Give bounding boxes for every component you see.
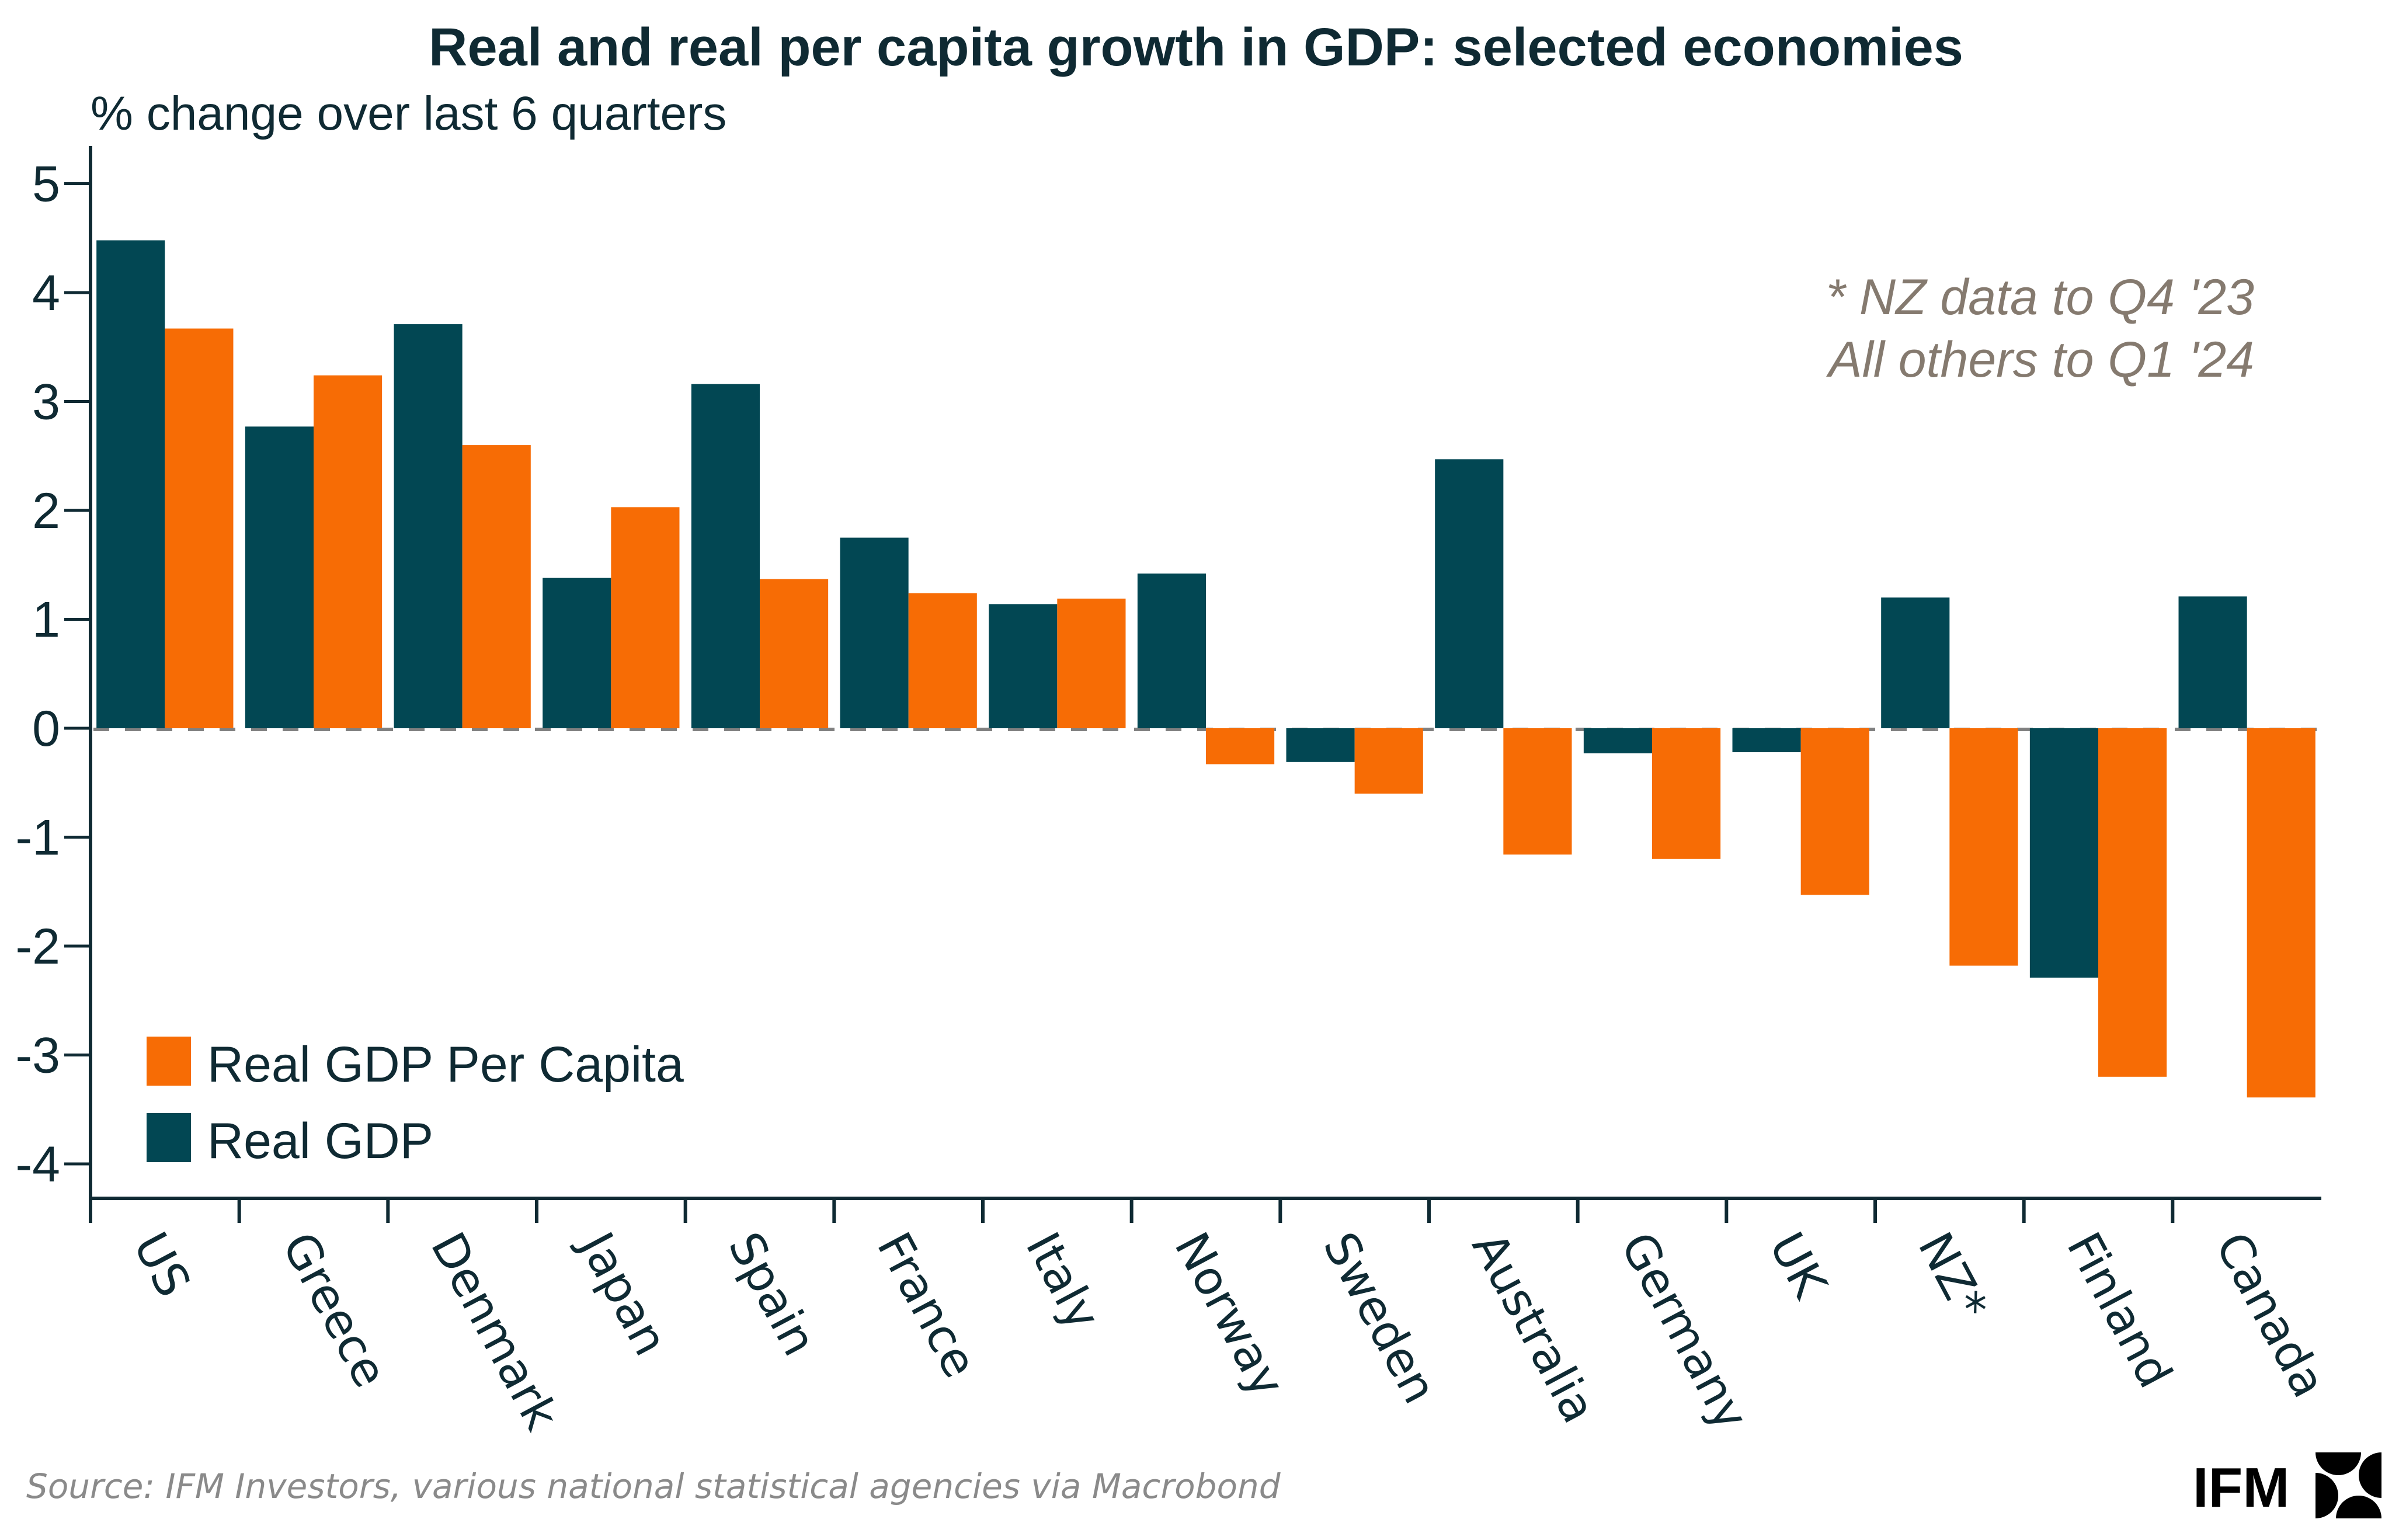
x-tick-label: US (123, 1223, 201, 1305)
y-tick-label: 3 (32, 374, 60, 430)
x-tick-label: Greece (272, 1223, 398, 1396)
bar-real-gdp-canada (2178, 596, 2247, 728)
ifm-logo: IFM (2193, 1452, 2381, 1519)
axes (89, 146, 2321, 1223)
x-tick-label: Norway (1164, 1223, 1295, 1406)
x-tick-label: UK (1759, 1223, 1838, 1308)
bar-real-gdp-germany (1583, 728, 1652, 753)
bars (96, 240, 2315, 1098)
y-tick-label: 5 (32, 157, 60, 213)
x-tick-label: Finland (2056, 1223, 2182, 1396)
y-tick-label: 4 (32, 265, 60, 321)
x-tick-label: Spain (718, 1223, 827, 1364)
bar-real-gdp-per-capita-france (908, 593, 977, 728)
bar-real-gdp-italy (989, 604, 1058, 728)
legend-label-real-gdp: Real GDP (207, 1113, 433, 1169)
bar-real-gdp-per-capita-canada (2247, 728, 2315, 1098)
y-tick-label: -4 (16, 1136, 60, 1193)
y-tick-label: 1 (32, 592, 60, 648)
bar-real-gdp-per-capita-spain (760, 579, 829, 728)
x-tick-label: Denmark (420, 1223, 569, 1439)
bar-real-gdp-norway (1137, 573, 1206, 728)
y-axis: 5 4 3 2 1 0 -1 -2 -3 -4 (16, 157, 91, 1193)
x-tick-label: France (867, 1223, 988, 1386)
x-tick-label: Germany (1610, 1223, 1759, 1438)
bar-real-gdp-sweden (1286, 728, 1355, 762)
bar-real-gdp-per-capita-uk (1800, 728, 1869, 895)
bar-real-gdp-denmark (394, 324, 463, 728)
bar-real-gdp-per-capita-greece (314, 375, 383, 728)
bar-real-gdp-per-capita-japan (611, 507, 680, 728)
legend-swatch-real-gdp (147, 1113, 191, 1162)
bar-real-gdp-per-capita-denmark (462, 445, 531, 728)
legend-swatch-per-capita (147, 1037, 191, 1086)
bar-real-gdp-per-capita-us (165, 328, 234, 728)
x-tick-label: Italy (1016, 1223, 1111, 1339)
x-tick-label: Australia (1462, 1223, 1607, 1431)
y-tick-label: -2 (16, 919, 60, 975)
logo-text: IFM (2193, 1456, 2289, 1519)
bar-real-gdp-finland (2029, 728, 2098, 978)
y-tick-label: 2 (32, 483, 60, 539)
y-tick-label: 0 (32, 701, 60, 757)
bar-real-gdp-per-capita-sweden (1354, 728, 1423, 794)
bar-real-gdp-nz (1881, 597, 1950, 728)
bar-real-gdp-per-capita-nz (1949, 728, 2018, 966)
bar-real-gdp-uk (1732, 728, 1801, 753)
bar-real-gdp-spain (691, 384, 760, 728)
y-tick-label: -1 (16, 810, 60, 866)
y-tick-label: -3 (16, 1028, 60, 1084)
y-axis-label: % change over last 6 quarters (91, 87, 726, 140)
bar-real-gdp-per-capita-norway (1206, 728, 1275, 764)
bar-real-gdp-per-capita-germany (1652, 728, 1721, 859)
x-tick-label: Sweden (1313, 1223, 1448, 1412)
bar-real-gdp-us (96, 240, 165, 729)
x-tick-label: NZ* (1908, 1223, 1998, 1329)
annotation-nz: * NZ data to Q4 '23 (1826, 269, 2255, 325)
bar-real-gdp-france (840, 537, 909, 728)
bar-real-gdp-per-capita-finland (2098, 728, 2167, 1077)
bar-real-gdp-per-capita-australia (1503, 728, 1572, 855)
bar-real-gdp-japan (543, 578, 611, 728)
x-axis-labels: US Greece Denmark Japan Spain France Italy Norw… (123, 1221, 2337, 1439)
bar-real-gdp-australia (1435, 459, 1504, 728)
x-tick-label: Canada (2205, 1223, 2337, 1406)
logo-mark-icon (2315, 1452, 2381, 1518)
source-note: Source: IFM Investors, various national … (26, 1466, 1281, 1506)
chart-title: Real and real per capita growth in GDP: … (429, 18, 1963, 77)
bar-real-gdp-per-capita-italy (1057, 599, 1126, 728)
x-tick-label: Japan (568, 1221, 678, 1364)
bar-real-gdp-greece (245, 426, 314, 728)
legend-label-per-capita: Real GDP Per Capita (207, 1037, 684, 1093)
annotation-others: All others to Q1 '24 (1826, 332, 2254, 388)
legend: Real GDP Per Capita Real GDP (147, 1037, 684, 1169)
